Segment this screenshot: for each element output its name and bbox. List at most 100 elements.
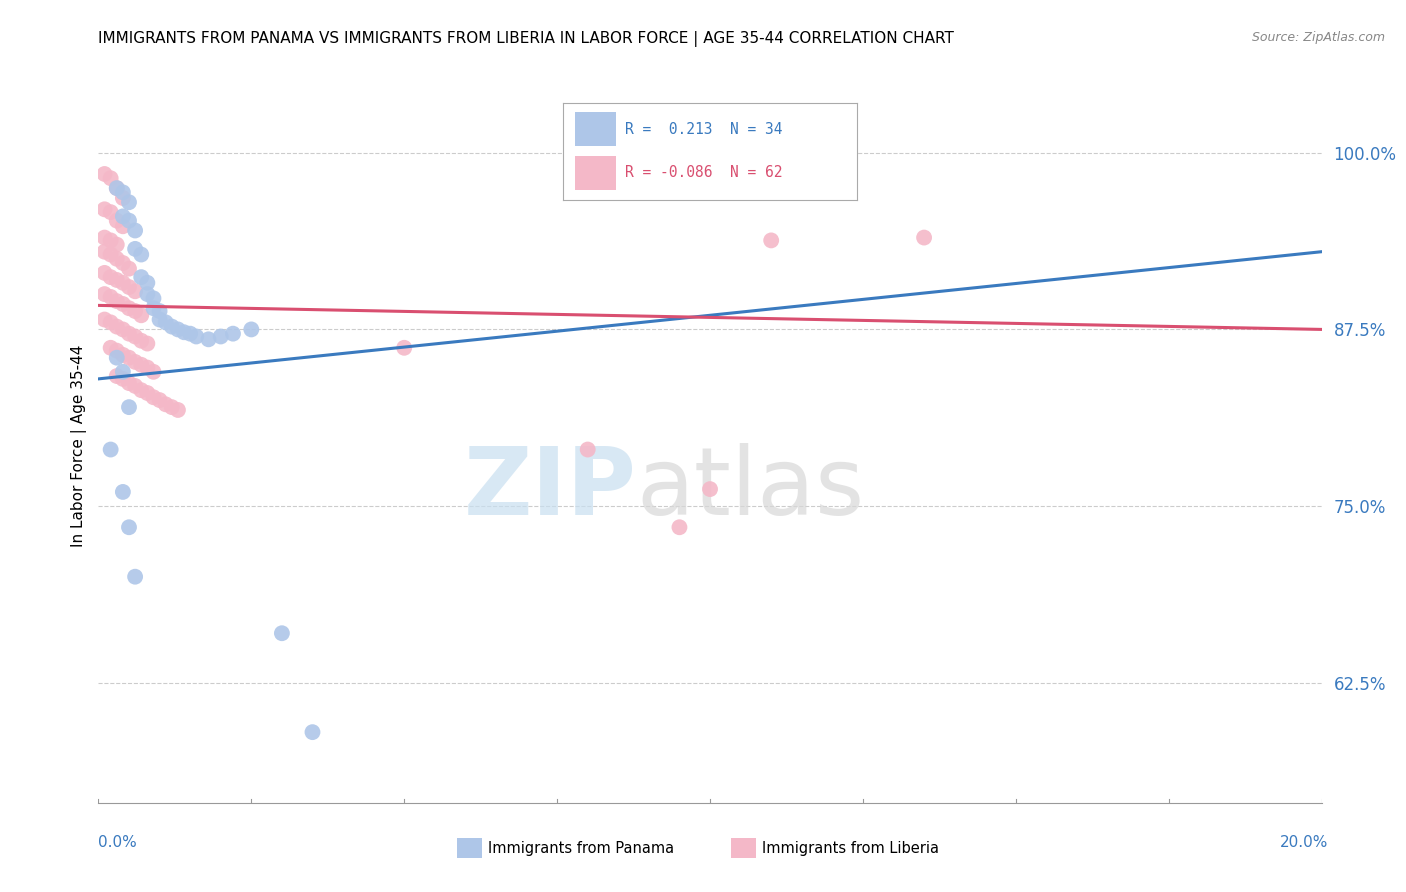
Point (100, 290, 122, 304)
Point (576, 442, 599, 457)
Point (149, 312, 172, 326)
Point (111, 256, 134, 270)
Point (100, 205, 122, 219)
Point (160, 400, 183, 414)
Point (118, 520, 141, 534)
Point (118, 351, 141, 365)
Point (167, 403, 190, 417)
Point (699, 482, 721, 496)
Point (136, 336, 159, 351)
Point (111, 365, 134, 379)
Point (93, 167, 115, 181)
Point (160, 319, 183, 334)
Point (124, 242, 146, 256)
Text: Source: ZipAtlas.com: Source: ZipAtlas.com (1251, 31, 1385, 45)
Point (136, 386, 159, 401)
Point (118, 326, 141, 341)
Point (111, 372, 134, 386)
Point (668, 520, 690, 534)
Point (100, 270, 122, 285)
Point (105, 273, 128, 287)
Point (118, 195, 141, 210)
Point (93, 202, 115, 217)
Point (118, 213, 141, 227)
Point (136, 287, 159, 301)
Point (129, 334, 152, 348)
Point (179, 326, 201, 341)
Point (149, 393, 172, 408)
Point (100, 247, 122, 261)
Point (142, 291, 165, 305)
Point (124, 379, 146, 393)
Y-axis label: In Labor Force | Age 35-44: In Labor Force | Age 35-44 (72, 345, 87, 547)
Point (124, 570, 146, 584)
Point (111, 322, 134, 336)
Point (240, 322, 263, 336)
Point (100, 171, 122, 186)
Text: atlas: atlas (637, 442, 865, 535)
Point (124, 329, 146, 343)
Text: Immigrants from Panama: Immigrants from Panama (488, 841, 673, 855)
Point (129, 247, 152, 261)
Point (118, 280, 141, 294)
Point (136, 276, 159, 290)
Point (111, 276, 134, 290)
Point (105, 237, 128, 252)
Text: 0.0%: 0.0% (98, 836, 138, 850)
Text: 20.0%: 20.0% (1281, 836, 1329, 850)
Point (100, 442, 122, 457)
Point (105, 213, 128, 227)
Point (93, 244, 115, 259)
Point (759, 234, 782, 248)
Point (111, 348, 134, 362)
Point (93, 230, 115, 244)
Point (111, 297, 134, 311)
Point (105, 181, 128, 195)
Point (111, 186, 134, 200)
Point (270, 626, 292, 640)
Point (129, 308, 152, 322)
Point (118, 400, 141, 414)
Text: ZIP: ZIP (464, 442, 637, 535)
Point (149, 304, 172, 318)
Point (129, 383, 152, 397)
Point (173, 325, 195, 339)
Point (142, 301, 165, 316)
Point (155, 397, 177, 411)
Point (392, 341, 416, 355)
Point (105, 351, 128, 365)
Point (111, 210, 134, 224)
Point (111, 191, 134, 205)
Point (155, 315, 177, 329)
Point (209, 329, 232, 343)
Point (105, 343, 128, 358)
Point (111, 219, 134, 234)
Point (197, 332, 219, 346)
Text: IMMIGRANTS FROM PANAMA VS IMMIGRANTS FROM LIBERIA IN LABOR FORCE | AGE 35-44 COR: IMMIGRANTS FROM PANAMA VS IMMIGRANTS FRO… (98, 31, 955, 47)
Point (105, 294, 128, 309)
Point (105, 369, 128, 384)
Point (124, 304, 146, 318)
Point (167, 322, 190, 336)
Point (93, 266, 115, 280)
Point (124, 285, 146, 299)
Text: Immigrants from Liberia: Immigrants from Liberia (762, 841, 939, 855)
Point (111, 484, 134, 499)
Point (129, 358, 152, 372)
Point (136, 360, 159, 375)
Point (100, 341, 122, 355)
Point (118, 301, 141, 316)
Point (301, 725, 323, 739)
Point (93, 287, 115, 301)
Point (105, 319, 128, 334)
Point (100, 234, 122, 248)
Point (105, 181, 128, 195)
Point (129, 270, 152, 285)
Point (124, 355, 146, 369)
Point (118, 376, 141, 391)
Point (118, 261, 141, 276)
Point (186, 329, 208, 343)
Point (142, 390, 165, 404)
Point (124, 223, 146, 237)
Point (222, 326, 245, 341)
